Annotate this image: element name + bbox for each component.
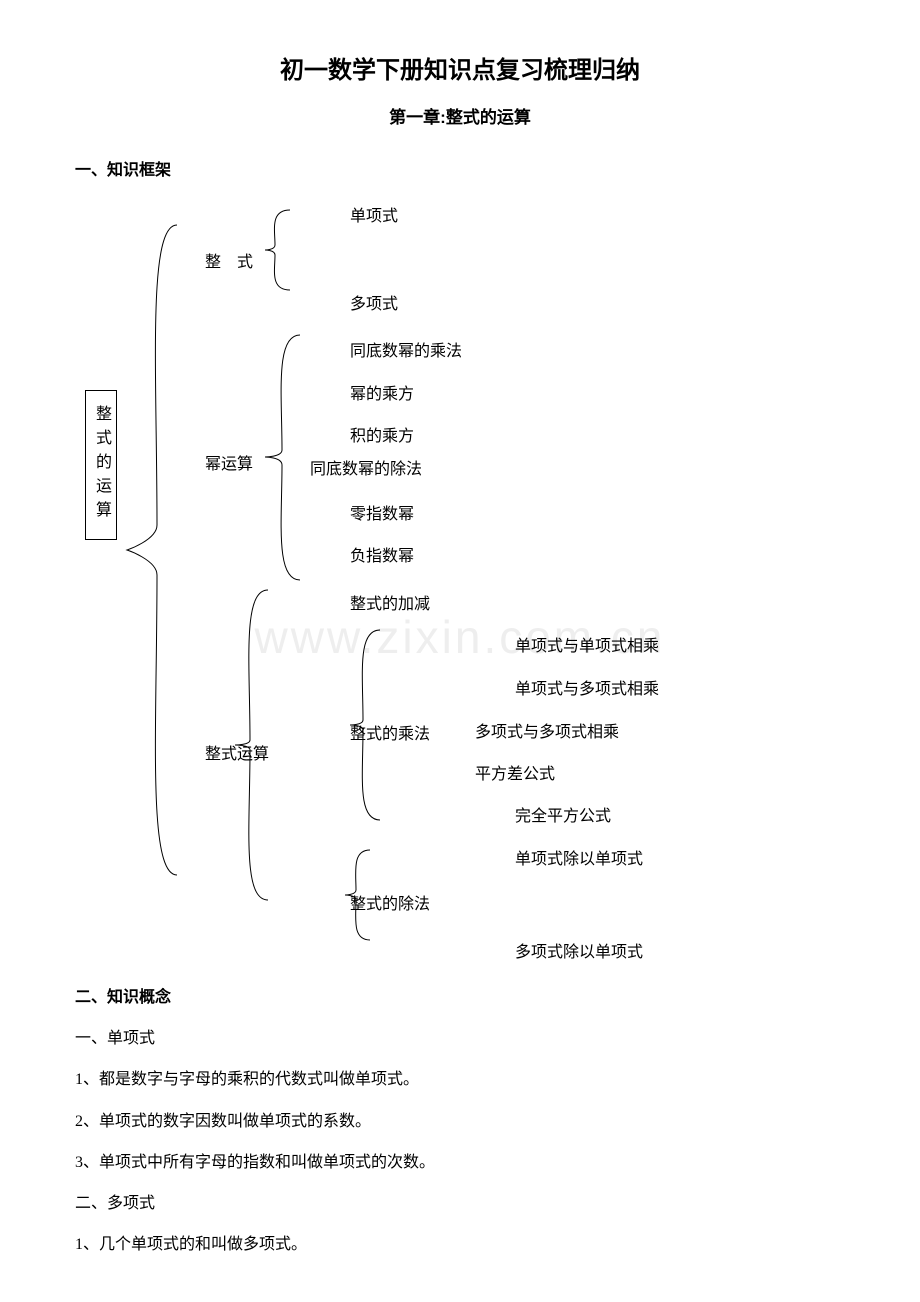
leaf-mult-5: 完全平方公式 xyxy=(515,802,611,826)
section-1-heading: 一、知识框架 xyxy=(75,156,845,180)
concept-line: 一、单项式 xyxy=(75,1021,845,1056)
leaf-power-2: 幂的乘方 xyxy=(350,380,414,404)
leaf-power-1: 同底数幂的乘法 xyxy=(350,337,462,361)
concepts-section: 二、知识概念 一、单项式 1、都是数字与字母的乘积的代数式叫做单项式。 2、单项… xyxy=(75,980,845,1262)
leaf-op-add: 整式的加减 xyxy=(350,590,430,614)
leaf-mult-3: 多项式与多项式相乘 xyxy=(475,718,619,742)
branch-1: 整 式 xyxy=(205,248,253,272)
leaf-monomial: 单项式 xyxy=(350,202,398,226)
leaf-mult-2: 单项式与多项式相乘 xyxy=(515,675,659,699)
concept-line: 2、单项式的数字因数叫做单项式的系数。 xyxy=(75,1104,845,1139)
leaf-polynomial: 多项式 xyxy=(350,290,398,314)
leaf-div-2: 多项式除以单项式 xyxy=(515,938,643,962)
concept-line: 二、多项式 xyxy=(75,1186,845,1221)
root-box: 整式的运算 xyxy=(85,390,117,540)
leaf-mult-4: 平方差公式 xyxy=(475,760,555,784)
leaf-mult-1: 单项式与单项式相乘 xyxy=(515,632,659,656)
leaf-power-6: 负指数幂 xyxy=(350,542,414,566)
page-title: 初一数学下册知识点复习梳理归纳 xyxy=(75,50,845,85)
chapter-subtitle: 第一章:整式的运算 xyxy=(75,103,845,128)
concept-line: 3、单项式中所有字母的指数和叫做单项式的次数。 xyxy=(75,1145,845,1180)
concept-line: 1、都是数字与字母的乘积的代数式叫做单项式。 xyxy=(75,1062,845,1097)
leaf-power-3: 积的乘方 xyxy=(350,422,414,446)
leaf-power-4: 同底数幂的除法 xyxy=(310,455,422,479)
knowledge-tree: 整式的运算 整 式 单项式 多项式 幂运算 同底数幂的乘法 幂的乘方 积的乘方 … xyxy=(75,200,845,960)
concept-line: 1、几个单项式的和叫做多项式。 xyxy=(75,1227,845,1262)
leaf-div-1: 单项式除以单项式 xyxy=(515,845,643,869)
leaf-power-5: 零指数幂 xyxy=(350,500,414,524)
root-label: 整式的运算 xyxy=(89,405,113,525)
section-2-heading: 二、知识概念 xyxy=(75,980,845,1015)
branch-2: 幂运算 xyxy=(205,450,253,474)
